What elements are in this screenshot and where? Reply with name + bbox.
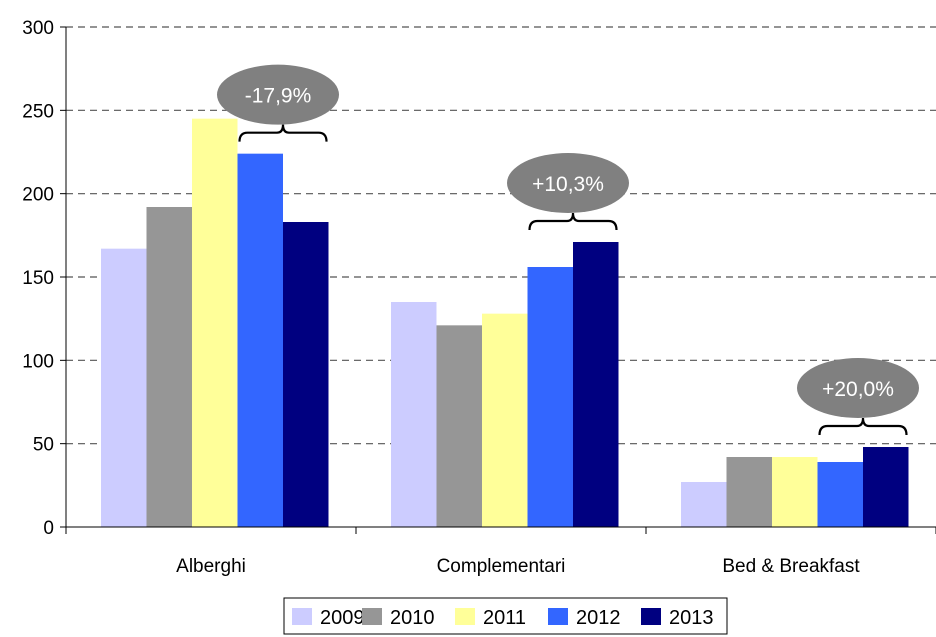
bar-2012-2 bbox=[527, 267, 573, 527]
axes: 0 50 100 150 200 250 300 Alberghi Complementari B… bbox=[22, 18, 936, 577]
y-tick-label: 100 bbox=[22, 351, 54, 372]
legend: 2009 2010 2011 2012 2013 bbox=[283, 597, 728, 635]
bar-2011-3 bbox=[772, 457, 818, 527]
legend-swatch-2010 bbox=[362, 608, 382, 625]
annotation-label: +10,3% bbox=[532, 173, 604, 196]
x-tick-label: Bed & Breakfast bbox=[722, 556, 860, 577]
bar-2010-3 bbox=[726, 457, 772, 527]
bar-2013-3 bbox=[863, 447, 909, 527]
legend-swatch-2011 bbox=[455, 608, 475, 625]
y-tick-label: 0 bbox=[43, 518, 54, 539]
bar-2012-1 bbox=[237, 153, 283, 527]
x-tick-label: Alberghi bbox=[176, 556, 246, 577]
legend-box bbox=[283, 597, 728, 635]
legend-swatch-2012 bbox=[548, 608, 568, 625]
bar-2009-2 bbox=[391, 302, 437, 527]
bars bbox=[101, 118, 909, 528]
y-tick-label: 200 bbox=[22, 185, 54, 206]
annotation-bubble bbox=[507, 153, 629, 213]
x-tick-label: Complementari bbox=[437, 556, 566, 577]
annotation-bubble bbox=[797, 358, 919, 418]
bar-2013-2 bbox=[573, 242, 619, 527]
bar-2012-3 bbox=[817, 462, 863, 527]
legend-label-2012: 2012 bbox=[576, 607, 621, 629]
bar-2011-1 bbox=[192, 118, 238, 528]
y-tick-label: 300 bbox=[22, 18, 54, 39]
y-tick-label: 150 bbox=[22, 268, 54, 289]
bar-2013-1 bbox=[283, 222, 329, 527]
annotation-bubble bbox=[217, 64, 339, 125]
annotation-brace bbox=[528, 212, 618, 231]
annotation-label: +20,0% bbox=[822, 378, 894, 401]
legend-label-2009: 2009 bbox=[320, 607, 365, 629]
bar-2009-3 bbox=[681, 482, 727, 527]
annotation-brace bbox=[818, 417, 908, 436]
y-tick-label: 250 bbox=[22, 101, 54, 122]
legend-swatch-2009 bbox=[292, 608, 312, 625]
legend-label-2010: 2010 bbox=[390, 607, 435, 629]
bar-2009-1 bbox=[101, 248, 147, 527]
legend-label-2013: 2013 bbox=[669, 607, 714, 629]
annotations: -17,9% +10,3% +20,0% bbox=[217, 64, 919, 436]
annotation-brace bbox=[238, 124, 328, 142]
y-tick-label: 50 bbox=[33, 435, 54, 456]
annotation-label: -17,9% bbox=[245, 85, 312, 108]
legend-label-2011: 2011 bbox=[483, 607, 526, 629]
bar-2010-2 bbox=[436, 325, 482, 527]
bar-2011-2 bbox=[482, 313, 528, 527]
legend-swatch-2013 bbox=[641, 608, 661, 625]
bar-2010-1 bbox=[146, 207, 192, 527]
